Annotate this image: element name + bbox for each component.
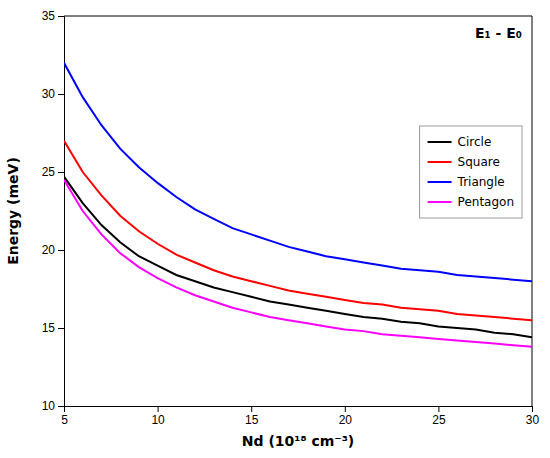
legend-box — [420, 126, 522, 218]
y-axis: 10 15 20 25 30 35 — [42, 9, 65, 413]
tick: 25 — [42, 165, 64, 179]
tick-mark — [58, 250, 64, 251]
series-group — [64, 63, 532, 347]
tick: 10 — [42, 399, 64, 413]
frame — [64, 16, 532, 17]
annotation: E₁ - E₀ — [475, 25, 522, 41]
tick-mark — [251, 406, 252, 412]
legend-swatch — [428, 181, 452, 183]
line — [64, 141, 532, 320]
y-axis-title: Energy (meV) — [5, 157, 21, 265]
tick: 30 — [42, 87, 64, 101]
tick-label: 5 — [61, 413, 68, 427]
tick-mark — [58, 94, 64, 95]
tick-label: 15 — [42, 321, 56, 335]
line — [64, 177, 532, 338]
tick-label: 20 — [339, 413, 353, 427]
legend-label: Pentagon — [458, 195, 514, 209]
legend-label: Square — [458, 155, 500, 169]
legend-label: Circle — [458, 135, 492, 149]
x-axis-title: Nd (10¹⁸ cm⁻³) — [242, 433, 354, 449]
tick-mark — [58, 172, 64, 173]
tick: 15 — [245, 406, 259, 427]
legend-swatch — [428, 141, 452, 143]
legend-label: Triangle — [457, 175, 505, 189]
line — [64, 63, 532, 281]
axis-line — [65, 407, 533, 413]
tick: 10 — [151, 406, 165, 427]
legend-item: Pentagon — [428, 195, 514, 209]
axis-line — [58, 17, 65, 407]
tick: 30 — [526, 406, 540, 427]
tick-mark — [158, 406, 159, 412]
tick: 5 — [61, 406, 68, 427]
tick-label: 35 — [42, 9, 56, 23]
tick-label: 25 — [432, 413, 446, 427]
legend-item: Circle — [428, 135, 492, 149]
tick-label: 25 — [42, 165, 56, 179]
tick-mark — [58, 406, 64, 407]
legend-swatch — [428, 161, 452, 163]
chart: 5 10 15 20 25 30 10 15 20 25 30 35 E₁ - E₀ Circle Squa… — [0, 0, 550, 458]
line — [64, 180, 532, 347]
tick-mark — [438, 406, 439, 412]
tick-mark — [345, 406, 346, 412]
tick-mark — [532, 406, 533, 412]
tick-label: 30 — [42, 87, 56, 101]
tick: 15 — [42, 321, 64, 335]
legend-item: Triangle — [428, 175, 505, 189]
tick-label: 30 — [526, 413, 540, 427]
tick-mark — [58, 328, 64, 329]
tick: 35 — [42, 9, 64, 23]
legend-swatch — [428, 201, 452, 203]
x-axis: 5 10 15 20 25 30 — [61, 406, 539, 427]
tick-label: 20 — [42, 243, 56, 257]
tick-label: 10 — [151, 413, 165, 427]
tick: 25 — [432, 406, 446, 427]
tick: 20 — [339, 406, 353, 427]
legend: Circle Square Triangle Pentagon — [420, 126, 522, 218]
tick: 20 — [42, 243, 64, 257]
tick-label: 15 — [245, 413, 259, 427]
legend-item: Square — [428, 155, 500, 169]
tick-mark — [58, 16, 64, 17]
plot-area: 5 10 15 20 25 30 10 15 20 25 30 35 E₁ - E₀ Circle Squa… — [42, 9, 540, 426]
tick-label: 10 — [42, 399, 56, 413]
